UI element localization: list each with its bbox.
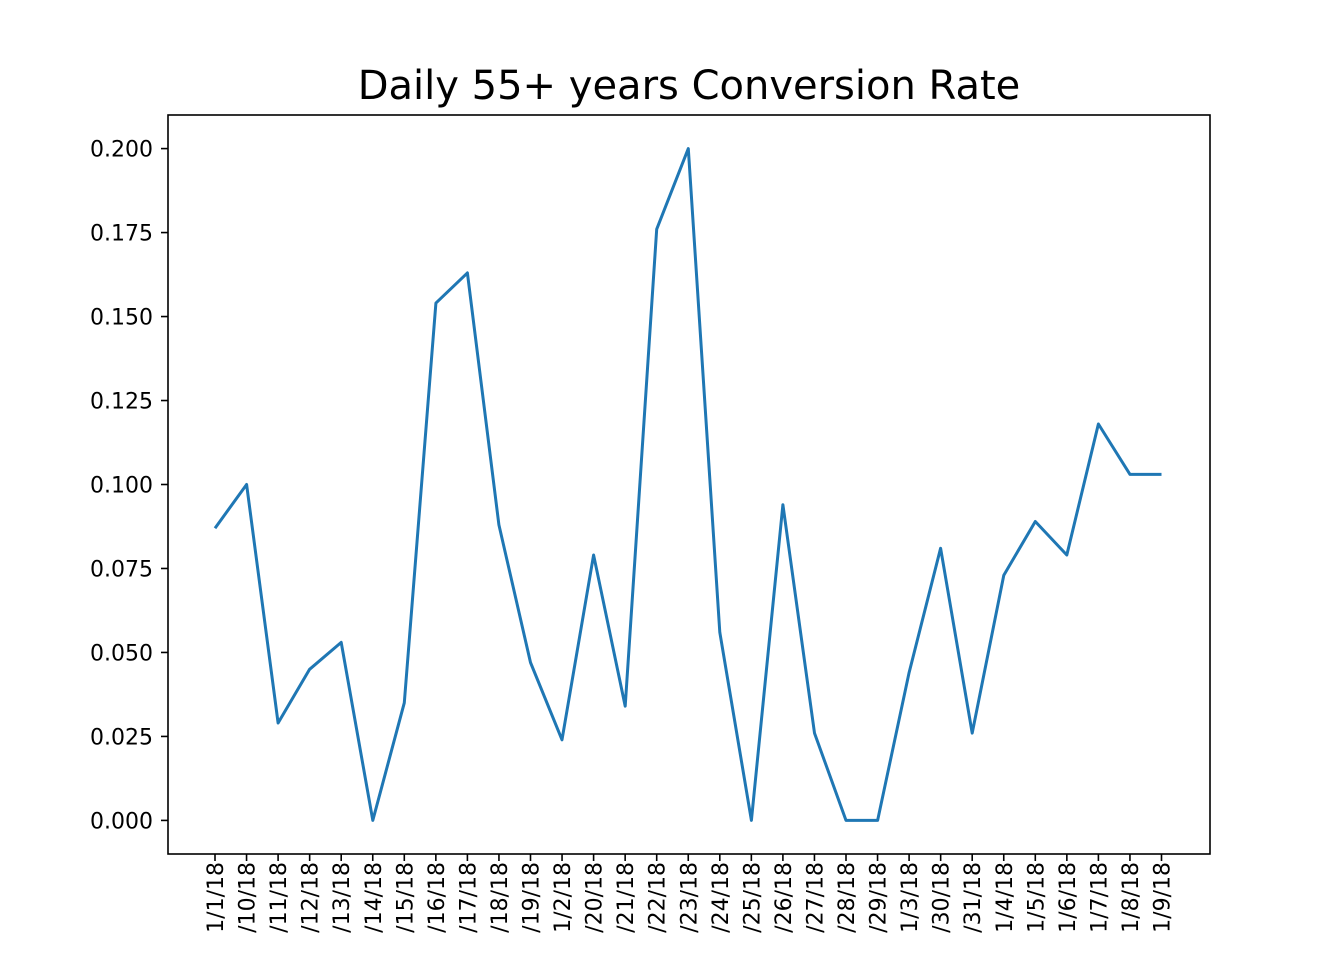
x-tick-label: /11/18 xyxy=(267,862,292,933)
y-tick-label: 0.025 xyxy=(90,725,153,750)
x-tick-label: /13/18 xyxy=(330,862,355,933)
x-tick-label: 1/5/18 xyxy=(1024,862,1049,933)
x-axis: 1/1/18/10/18/11/18/12/18/13/18/14/18/15/… xyxy=(204,854,1176,933)
x-tick-label: /16/18 xyxy=(425,862,450,933)
x-tick-label: /25/18 xyxy=(740,862,765,933)
x-tick-label: 1/2/18 xyxy=(551,862,576,933)
x-tick-label: /26/18 xyxy=(772,862,797,933)
x-tick-label: /21/18 xyxy=(614,862,639,933)
plot-frame xyxy=(167,114,1211,855)
x-tick-label: /12/18 xyxy=(299,862,324,933)
x-tick-label: /18/18 xyxy=(488,862,513,933)
x-tick-label: /20/18 xyxy=(583,862,608,933)
y-tick-label: 0.125 xyxy=(90,390,153,415)
x-tick-label: /15/18 xyxy=(393,862,418,933)
y-axis: 0.000 0.025 0.050 0.075 0.100 0.125 0.150 0.175… xyxy=(90,138,168,834)
x-tick-label: /10/18 xyxy=(236,862,261,933)
x-tick-label: 1/8/18 xyxy=(1119,862,1144,933)
x-tick-label: /14/18 xyxy=(362,862,387,933)
x-tick-label: /28/18 xyxy=(835,862,860,933)
y-tick-label: 0.000 xyxy=(90,809,153,834)
y-tick-label: 0.050 xyxy=(90,641,153,666)
y-tick-label: 0.075 xyxy=(90,557,153,582)
x-tick-label: 1/6/18 xyxy=(1056,862,1081,933)
y-tick-label: 0.100 xyxy=(90,474,153,499)
x-tick-label: /29/18 xyxy=(867,862,892,933)
y-tick-label: 0.175 xyxy=(90,222,153,247)
x-tick-label: /27/18 xyxy=(803,862,828,933)
y-tick-label: 0.150 xyxy=(90,306,153,331)
x-tick-label: /22/18 xyxy=(646,862,671,933)
plot-series xyxy=(213,147,1162,822)
x-tick-label: /23/18 xyxy=(677,862,702,933)
x-tick-label: /30/18 xyxy=(930,862,955,933)
chart-title: Daily 55+ years Conversion Rate xyxy=(358,63,1021,109)
x-tick-label: 1/3/18 xyxy=(898,862,923,933)
y-tick-label: 0.200 xyxy=(90,138,153,163)
x-tick-label: /24/18 xyxy=(709,862,734,933)
x-tick-label: 1/4/18 xyxy=(993,862,1018,933)
x-tick-label: /31/18 xyxy=(961,862,986,933)
x-tick-label: /19/18 xyxy=(520,862,545,933)
x-tick-label: /17/18 xyxy=(456,862,481,933)
x-tick-label: 1/1/18 xyxy=(204,862,229,933)
series-line xyxy=(213,147,1162,822)
x-tick-label: 1/9/18 xyxy=(1151,862,1176,933)
x-tick-label: 1/7/18 xyxy=(1087,862,1112,933)
